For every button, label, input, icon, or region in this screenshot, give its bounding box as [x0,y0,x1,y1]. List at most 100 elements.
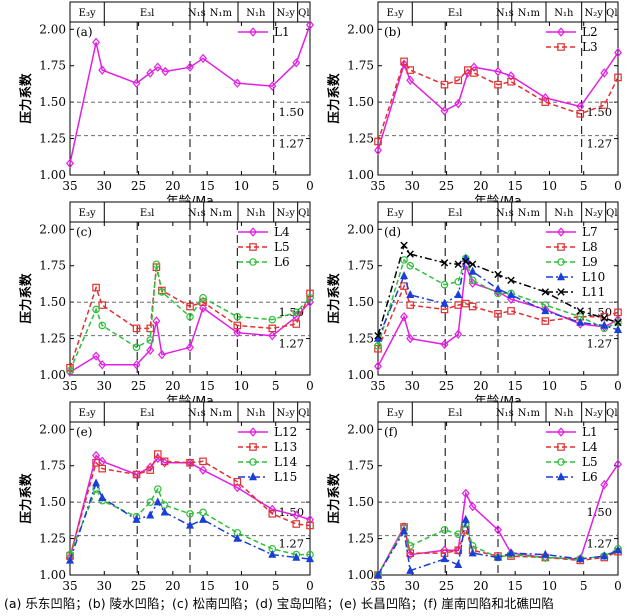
x-tick-label: 15 [508,379,523,393]
strata-label: N₂y [276,8,295,19]
strata-label: E₃l [140,208,155,219]
x-tick-label: 30 [405,179,420,193]
data-point [153,497,162,506]
x-tick-label: 20 [165,179,180,193]
data-point [292,320,301,328]
panel-f: E₃y E₃l N₁s N₁m N₁h N₂y Ql 35 30 25 20 15 10 5 0 1.00 1.… [326,401,623,593]
data-point [494,310,502,318]
x-tick-label: 15 [200,579,215,593]
series-L4 [66,297,314,377]
y-tick-label: 1.00 [347,368,374,382]
data-point [462,257,470,266]
x-tick-label: 25 [131,179,146,193]
data-point [400,256,408,264]
x-tick-label: 5 [580,579,588,593]
data-point [440,106,449,116]
legend-label: L4 [274,225,290,239]
data-point [233,477,242,486]
data-point [292,510,301,520]
x-tick-label: 25 [439,379,454,393]
x-tick-label: 35 [62,579,77,593]
legend-label: L6 [582,470,598,484]
legend-label: L15 [274,470,297,484]
data-point [406,565,415,574]
x-tick-label: 15 [508,179,523,193]
y-axis-title: 压力系数 [18,273,33,324]
legend-marker [557,458,565,466]
data-point [440,280,449,289]
data-point [374,331,382,340]
data-point [186,509,194,518]
data-point [461,514,470,523]
x-tick-label: 15 [508,579,523,593]
series-L6 [373,514,623,579]
y-axis-title: 压力系数 [326,273,341,324]
data-point [440,554,449,563]
data-point [614,73,622,82]
data-point [199,303,208,313]
reference-label: 1.27 [586,537,612,551]
strata-label: N₁m [210,8,233,19]
data-point [199,465,208,475]
y-tick-label: 2.00 [347,422,374,436]
legend-label: L7 [582,225,598,239]
data-point [233,321,242,330]
data-point [400,59,409,69]
strata-label: N₁s [496,8,514,19]
legend-label: L14 [274,455,298,469]
panel-label: (e) [76,425,92,439]
y-tick-label: 1.25 [39,332,66,346]
data-point [374,137,382,146]
strata-label: E₃y [387,408,404,419]
x-tick-label: 30 [405,579,420,593]
y-tick-label: 2.00 [347,22,374,36]
data-point [400,57,408,66]
data-point [454,559,463,568]
strata-strip: E₃y E₃l N₁s N₁m N₁h N₂y Ql [377,1,619,23]
x-tick-label: 10 [234,379,249,393]
x-tick-label: 0 [614,379,622,393]
x-tick-label: 35 [62,379,77,393]
data-point [233,78,242,88]
data-point [98,321,107,330]
data-point [400,311,409,322]
strata-label: N₁m [518,8,541,19]
data-point [454,546,463,555]
data-point [406,333,415,344]
legend-marker [249,443,257,451]
y-tick-label: 1.00 [39,368,66,382]
data-point [146,462,155,472]
data-point [186,62,194,72]
strata-label: N₁h [554,208,574,219]
data-point [454,329,463,339]
y-tick-label: 1.25 [347,332,374,346]
legend-marker [249,227,257,237]
y-tick-label: 1.25 [347,132,374,146]
series-L13 [66,450,314,560]
data-point [306,20,314,30]
data-point [186,302,194,311]
series-line [377,59,619,142]
x-tick-label: 5 [580,379,588,393]
legend-marker [248,472,258,481]
data-point [292,58,301,68]
figure-caption: (a) 乐东凹陷；(b) 陵水凹陷；(c) 松南凹陷；(d) 宝岛凹陷；(e) … [4,596,554,611]
data-point [153,450,162,458]
data-point [146,466,155,474]
data-point [98,360,107,370]
data-point [199,457,207,466]
data-point [494,80,502,89]
data-point [468,302,477,311]
y-tick-label: 1.75 [347,59,374,73]
data-point [470,62,478,72]
x-tick-label: 10 [542,379,557,393]
legend-marker [557,427,565,437]
legend: L1 [238,25,290,39]
data-point [406,66,415,74]
data-point [440,545,449,555]
